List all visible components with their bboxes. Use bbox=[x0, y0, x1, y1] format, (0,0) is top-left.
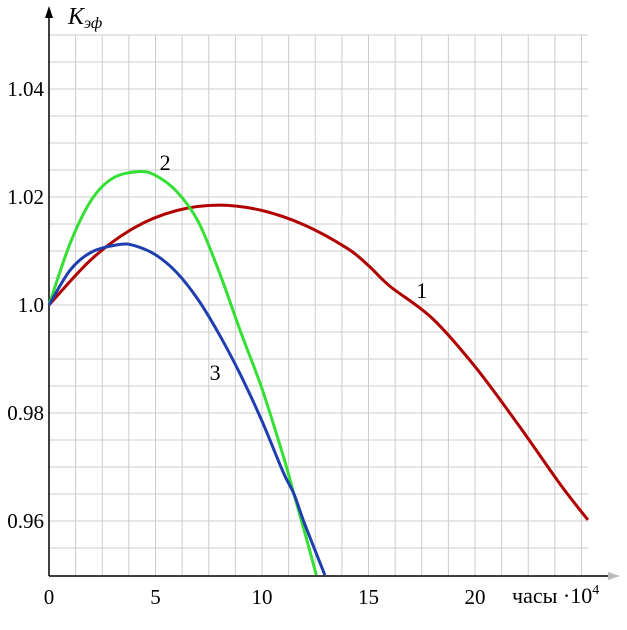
series-line-3 bbox=[47, 242, 327, 576]
x-tick-label: 15 bbox=[358, 585, 379, 609]
x-tick-label: 20 bbox=[465, 585, 486, 609]
series-line-2 bbox=[47, 170, 318, 576]
series-labels: 1 2 3 bbox=[160, 150, 428, 385]
x-tick-label: 10 bbox=[252, 585, 273, 609]
tick-labels: 0 5 10 15 20 0.96 0.98 1.0 1.02 1.04 bbox=[7, 77, 485, 609]
grid bbox=[49, 34, 588, 576]
y-axis-label: Kэф bbox=[67, 4, 102, 32]
series-label-1: 1 bbox=[416, 278, 427, 303]
x-axis-arrow bbox=[608, 572, 620, 580]
y-axis-arrow bbox=[45, 6, 53, 18]
y-tick-label: 1.02 bbox=[7, 185, 44, 209]
y-tick-label: 1.04 bbox=[7, 77, 44, 101]
series-label-3: 3 bbox=[210, 360, 221, 385]
x-tick-label: 5 bbox=[150, 585, 161, 609]
series-label-2: 2 bbox=[160, 150, 171, 175]
y-tick-label: 0.98 bbox=[7, 401, 44, 425]
y-tick-label: 0.96 bbox=[7, 509, 44, 533]
x-tick-label: 0 bbox=[44, 585, 55, 609]
y-tick-label: 1.0 bbox=[18, 293, 44, 317]
axes bbox=[45, 6, 620, 580]
series-line-1 bbox=[47, 203, 590, 521]
x-axis-label: часы ·104 bbox=[512, 583, 599, 608]
series bbox=[47, 170, 590, 576]
